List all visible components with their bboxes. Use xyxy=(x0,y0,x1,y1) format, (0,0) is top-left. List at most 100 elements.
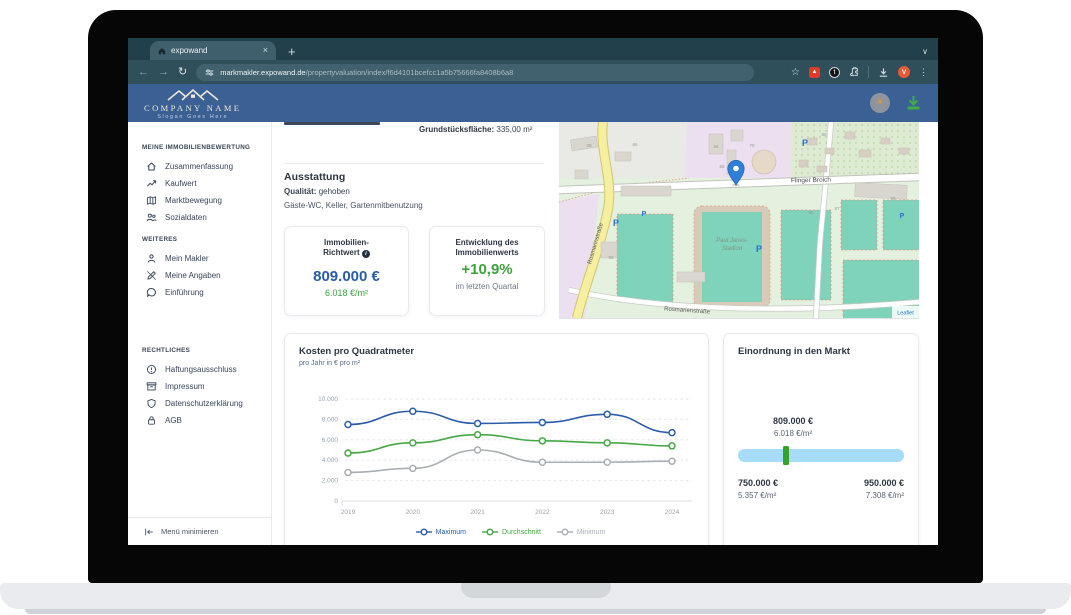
map-street-flinger-broich: Flinger Broich xyxy=(791,176,832,184)
sidebar-item-impressum[interactable]: Impressum xyxy=(142,378,271,395)
svg-text:P: P xyxy=(613,218,619,228)
new-tab-button[interactable]: + xyxy=(288,44,296,59)
back-icon[interactable]: ← xyxy=(138,65,149,78)
address-bar[interactable]: markmakler.expowand.de/propertyvaluation… xyxy=(196,63,755,81)
extensions-puzzle-icon[interactable] xyxy=(849,67,859,77)
company-logo[interactable]: COMPANY NAME Slogan Goes Here xyxy=(144,87,241,120)
svg-text:6.000: 6.000 xyxy=(322,437,339,444)
section-divider xyxy=(284,163,544,164)
legend-item-durchschnitt[interactable]: Durchschnitt xyxy=(481,528,541,536)
company-name: COMPANY NAME xyxy=(144,102,242,113)
downloads-icon[interactable] xyxy=(878,67,889,78)
svg-text:85: 85 xyxy=(808,210,814,215)
legend-item-maximum[interactable]: Maximum xyxy=(415,528,466,536)
svg-text:P: P xyxy=(802,138,808,148)
svg-text:2024: 2024 xyxy=(665,509,680,516)
plot-area-field: Grundstücksfläche: 335,00 m² xyxy=(419,124,539,136)
sidebar-item-datenschutz[interactable]: Datenschutzerklärung xyxy=(142,395,271,412)
quality-row: Qualität: gehoben xyxy=(284,187,350,196)
svg-text:10.000: 10.000 xyxy=(318,396,338,403)
sidebar-section-title: MEINE IMMOBILIENBEWERTUNG xyxy=(142,144,251,151)
sidebar-item-zusammenfassung[interactable]: Zusammenfassung xyxy=(142,158,271,175)
info-icon[interactable]: i xyxy=(361,250,370,259)
tab-title: expowand xyxy=(171,46,208,55)
alert-circle-icon xyxy=(147,365,156,374)
svg-text:P: P xyxy=(642,211,647,218)
quality-value: gehoben xyxy=(318,187,350,196)
svg-text:0: 0 xyxy=(334,498,338,505)
svg-text:66: 66 xyxy=(632,142,638,147)
svg-text:87: 87 xyxy=(834,206,840,211)
market-range-bar xyxy=(738,446,904,465)
sidebar-item-marktbewegung[interactable]: Marktbewegung xyxy=(142,192,271,209)
svg-text:2023: 2023 xyxy=(600,509,615,516)
forward-icon[interactable]: → xyxy=(158,65,169,78)
map-stadium-label: Paul Janes- xyxy=(716,238,748,244)
map-parking-icon: P P P P P xyxy=(613,138,905,254)
bookmark-star-icon[interactable]: ☆ xyxy=(791,66,800,78)
features-text: Gäste-WC, Keller, Gartenmitbenutzung xyxy=(284,201,423,210)
legend-swatch-icon xyxy=(415,528,432,536)
map-attribution-link[interactable]: Leaflet xyxy=(897,311,914,317)
site-settings-icon[interactable] xyxy=(205,68,214,77)
svg-text:8.000: 8.000 xyxy=(322,416,339,423)
svg-text:80: 80 xyxy=(821,132,827,137)
sidebar-item-haftungsausschluss[interactable]: Haftungsausschluss xyxy=(142,361,271,378)
sidebar-item-meine-angaben[interactable]: Meine Angaben xyxy=(142,267,271,284)
map-location-pin-icon[interactable] xyxy=(727,160,745,187)
legend-item-minimum[interactable]: Minimum xyxy=(556,528,605,536)
roofs-logo-icon xyxy=(167,88,219,101)
browser-tab[interactable]: expowand × xyxy=(150,41,276,60)
map-street-rosmarienstrasse: Rosmarienstraße xyxy=(664,306,711,315)
location-map[interactable]: Flinger Broich Rosmarinstraße Rosmariens… xyxy=(559,122,919,319)
theme-sun-icon[interactable]: ☀ xyxy=(870,93,890,113)
browser-window: expowand × + ∨ ← → ↻ markmakler.expowand… xyxy=(128,38,938,545)
sidebar-item-sozialdaten[interactable]: Sozialdaten xyxy=(142,209,271,226)
toolbar-separator xyxy=(868,66,869,78)
trend-chart-icon xyxy=(147,180,157,187)
reload-icon[interactable]: ↻ xyxy=(178,65,188,78)
lock-icon xyxy=(148,416,155,425)
richtwert-per-sqm: 6.018 €/m² xyxy=(324,287,369,298)
laptop-base-notch xyxy=(460,583,611,598)
browser-toolbar: ← → ↻ markmakler.expowand.de/propertyval… xyxy=(128,60,938,84)
svg-text:4.000: 4.000 xyxy=(322,457,339,464)
sidebar-item-einfuehrung[interactable]: Einführung xyxy=(142,284,271,301)
sidebar-section-title: RECHTLICHES xyxy=(142,347,191,354)
svg-text:39: 39 xyxy=(586,143,592,148)
tab-search-chevron-icon[interactable]: ∨ xyxy=(922,47,928,56)
toolbar-right-icons: ☆ ▲ t V ⋮ xyxy=(791,66,928,78)
company-slogan: Slogan Goes Here xyxy=(157,113,229,120)
extension-badge-icon[interactable]: t xyxy=(829,66,840,78)
pdf-extension-icon[interactable]: ▲ xyxy=(809,66,820,78)
tab-close-icon[interactable]: × xyxy=(262,45,268,55)
browser-menu-kebab-icon[interactable]: ⋮ xyxy=(919,66,928,77)
map-house-numbers: 39 66 66 70 68 80 85 87 89 90 xyxy=(586,132,896,260)
svg-text:2020: 2020 xyxy=(406,509,421,516)
entwicklung-card: Entwicklung des Immobilienwerts +10,9% i… xyxy=(429,226,545,316)
sidebar-item-kaufwert[interactable]: Kaufwert xyxy=(142,175,271,192)
chart-subtitle: pro Jahr in € pro m² xyxy=(299,360,361,367)
profile-avatar[interactable]: V xyxy=(898,66,910,78)
chart-title: Kosten pro Quadratmeter xyxy=(299,346,415,357)
report-download-icon[interactable] xyxy=(905,95,922,111)
person-icon xyxy=(147,254,156,263)
url-text: markmakler.expowand.de/propertyvaluation… xyxy=(220,67,514,77)
menu-minimize-button[interactable]: Menü minimieren xyxy=(128,517,271,545)
tab-favicon-home-icon xyxy=(158,47,166,55)
home-icon xyxy=(147,162,156,171)
line-chart: 0 2.000 4.000 6.000 8.000 10.000 2019 2020 2021 2… xyxy=(318,396,692,516)
svg-text:2019: 2019 xyxy=(341,509,356,516)
sidebar-item-agb[interactable]: AGB xyxy=(142,412,271,429)
cost-chart-card: Kosten pro Quadratmeter pro Jahr in € pr… xyxy=(284,333,709,545)
main-content: Grundstücksfläche: 335,00 m² xyxy=(272,122,938,545)
svg-text:P: P xyxy=(900,213,905,220)
market-position-card: Einordnung in den Markt 809.000 € 6.018 … xyxy=(723,333,919,545)
laptop-screen-bezel: expowand × + ∨ ← → ↻ markmakler.expowand… xyxy=(88,10,983,583)
plot-area-value: 335,00 m² xyxy=(496,125,533,134)
sidebar-item-mein-makler[interactable]: Mein Makler xyxy=(142,250,271,267)
svg-text:2.000: 2.000 xyxy=(322,478,339,485)
chat-bubble-icon xyxy=(146,288,156,297)
legend-swatch-icon xyxy=(556,528,573,536)
quality-label: Qualität: xyxy=(284,187,317,196)
